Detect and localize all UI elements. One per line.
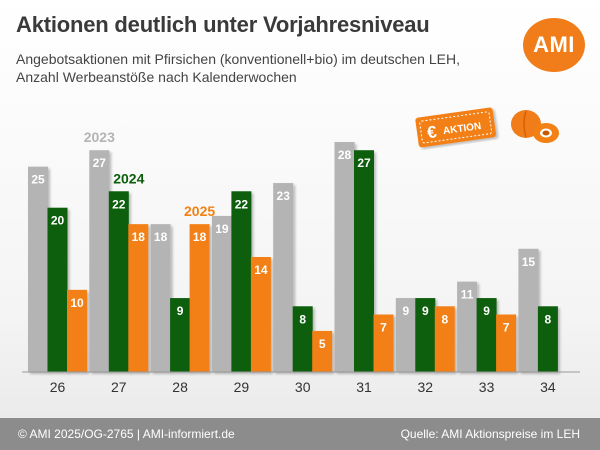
- page-title: Aktionen deutlich unter Vorjahresniveau: [16, 12, 430, 37]
- page-subtitle: Angebotsaktionen mit Pfirsichen (konvent…: [16, 50, 496, 86]
- value-label-2025-kw32: 8: [441, 312, 448, 326]
- category-label-kw33: 33: [479, 379, 495, 395]
- footer-bar: © AMI 2025/OG-2765 | AMI-informiert.de Q…: [0, 418, 600, 450]
- bar-2023-kw34: [518, 248, 539, 372]
- bar-2025-kw26: [67, 289, 87, 372]
- bar-2023-kw33: [457, 281, 478, 372]
- value-label-2024-kw29: 22: [235, 197, 249, 211]
- aktion-ticket-icon: € AKTION: [415, 107, 497, 148]
- bar-2025-kw28: [189, 224, 210, 372]
- bar-2024-kw30: [292, 306, 313, 372]
- value-label-2025-kw26: 10: [70, 296, 84, 310]
- value-label-2023-kw34: 15: [522, 255, 536, 269]
- category-label-kw34: 34: [540, 379, 556, 395]
- value-label-2023-kw27: 27: [93, 156, 107, 170]
- bar-2023-kw29: [211, 215, 232, 372]
- value-label-2024-kw34: 8: [545, 312, 552, 326]
- value-label-2023-kw31: 28: [338, 148, 352, 162]
- value-label-2024-kw31: 27: [357, 156, 371, 170]
- ami-logo: AMI: [523, 18, 585, 72]
- bar-2025-kw31: [373, 314, 394, 372]
- value-label-2024-kw33: 9: [483, 304, 490, 318]
- category-label-kw28: 28: [172, 379, 188, 395]
- bar-2025-kw27: [128, 224, 149, 372]
- bar-2024-kw32: [415, 298, 436, 372]
- value-label-2025-kw29: 14: [254, 263, 268, 277]
- value-label-2024-kw26: 20: [51, 214, 65, 228]
- category-label-kw29: 29: [234, 379, 250, 395]
- badge-text: AKTION: [442, 121, 482, 137]
- category-label-kw26: 26: [50, 379, 66, 395]
- value-label-2025-kw31: 7: [380, 321, 387, 335]
- value-label-2023-kw30: 23: [277, 189, 291, 203]
- value-label-2025-kw28: 18: [193, 230, 207, 244]
- bar-2024-kw26: [47, 207, 68, 372]
- peach-icon: [511, 110, 559, 143]
- subtitle-line-1: Angebotsaktionen mit Pfirsichen (konvent…: [16, 51, 460, 67]
- value-label-2024-kw28: 9: [177, 304, 184, 318]
- value-label-2023-kw29: 19: [215, 222, 229, 236]
- value-label-2023-kw28: 18: [154, 230, 168, 244]
- bar-2025-kw30: [312, 330, 333, 372]
- value-label-2024-kw27: 22: [112, 197, 126, 211]
- bar-2024-kw31: [354, 150, 374, 372]
- value-label-2025-kw27: 18: [132, 230, 146, 244]
- subtitle-line-2: Anzahl Werbeanstöße nach Kalenderwochen: [16, 69, 297, 85]
- legend-label-2025: 2025: [184, 203, 215, 219]
- bar-2025-kw33: [496, 314, 517, 372]
- bar-2023-kw30: [273, 183, 294, 372]
- value-label-2023-kw32: 9: [402, 304, 409, 318]
- legend-label-2024: 2024: [113, 170, 144, 186]
- legend-label-2023: 2023: [84, 129, 115, 145]
- category-label-kw31: 31: [356, 379, 372, 395]
- bar-2023-kw26: [28, 166, 48, 372]
- category-label-kw30: 30: [295, 379, 311, 395]
- bar-2025-kw29: [250, 257, 271, 372]
- bars-layer: [28, 142, 558, 372]
- bar-2025-kw32: [434, 306, 455, 372]
- footer-copyright: © AMI 2025/OG-2765 | AMI-informiert.de: [18, 427, 235, 441]
- value-label-2024-kw30: 8: [299, 312, 306, 326]
- bar-2024-kw33: [476, 298, 497, 372]
- category-label-kw32: 32: [418, 379, 434, 395]
- category-label-kw27: 27: [111, 379, 127, 395]
- bar-2024-kw27: [108, 191, 129, 372]
- value-label-2024-kw32: 9: [422, 304, 429, 318]
- footer-source: Quelle: AMI Aktionspreise im LEH: [400, 427, 580, 441]
- badge-currency: €: [426, 122, 439, 142]
- labels-layer: 2520102627221827189182819221429238530282…: [31, 129, 556, 395]
- bar-2024-kw34: [537, 306, 558, 372]
- bar-2024-kw29: [231, 191, 252, 372]
- value-label-2025-kw33: 7: [503, 321, 510, 335]
- bar-2023-kw28: [150, 224, 171, 372]
- bar-2024-kw28: [170, 298, 191, 372]
- bar-2023-kw31: [334, 142, 355, 372]
- value-label-2025-kw30: 5: [319, 337, 326, 351]
- bar-2023-kw32: [395, 298, 416, 372]
- value-label-2023-kw26: 25: [31, 173, 45, 187]
- bar-2023-kw27: [89, 150, 110, 372]
- value-label-2023-kw33: 11: [461, 288, 474, 302]
